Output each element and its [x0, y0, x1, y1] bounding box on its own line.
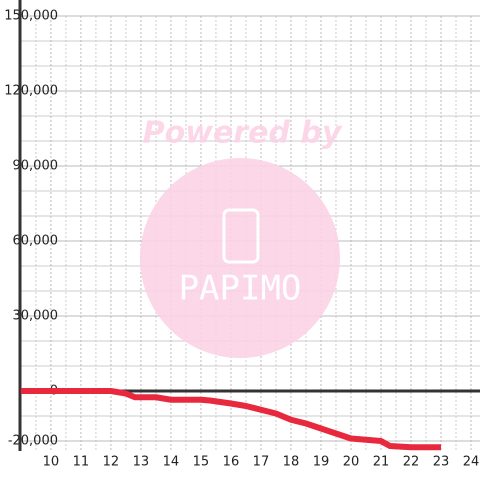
x-tick-label: 18	[283, 455, 300, 470]
x-tick-label: 11	[73, 455, 90, 470]
x-tick-label: 17	[253, 455, 270, 470]
data-line	[20, 388, 441, 451]
watermark-phone	[222, 208, 260, 264]
x-tick-label: 19	[313, 455, 330, 470]
x-tick-label: 13	[133, 455, 150, 470]
watermark: Powered by PAPIMO	[140, 116, 343, 358]
x-tick-label: 15	[193, 455, 210, 470]
y-tick-label: 90,000	[13, 159, 59, 174]
x-tick-label: 22	[403, 455, 420, 470]
x-tick-label: 16	[223, 455, 240, 470]
x-tick-label: 20	[343, 455, 360, 470]
x-tick-label: 21	[373, 455, 390, 470]
x-tick-label: 10	[43, 455, 60, 470]
watermark-text: Powered by	[143, 116, 343, 151]
y-tick-label: -20,000	[8, 434, 58, 449]
x-tick-label: 12	[103, 455, 120, 470]
y-tick-label: 150,000	[4, 9, 58, 24]
y-tick-label: 120,000	[4, 84, 58, 99]
y-tick-label: 30,000	[13, 309, 59, 324]
watermark-text: PAPIMO	[179, 269, 302, 309]
x-tick-label: 14	[163, 455, 180, 470]
x-tick-label: 23	[433, 455, 450, 470]
x-tick-label: 24	[463, 455, 480, 470]
plot: -20,000030,00060,00090,000120,000150,000…	[4, 0, 479, 470]
watermark-circle	[140, 158, 340, 358]
y-tick-label: 60,000	[13, 234, 59, 249]
